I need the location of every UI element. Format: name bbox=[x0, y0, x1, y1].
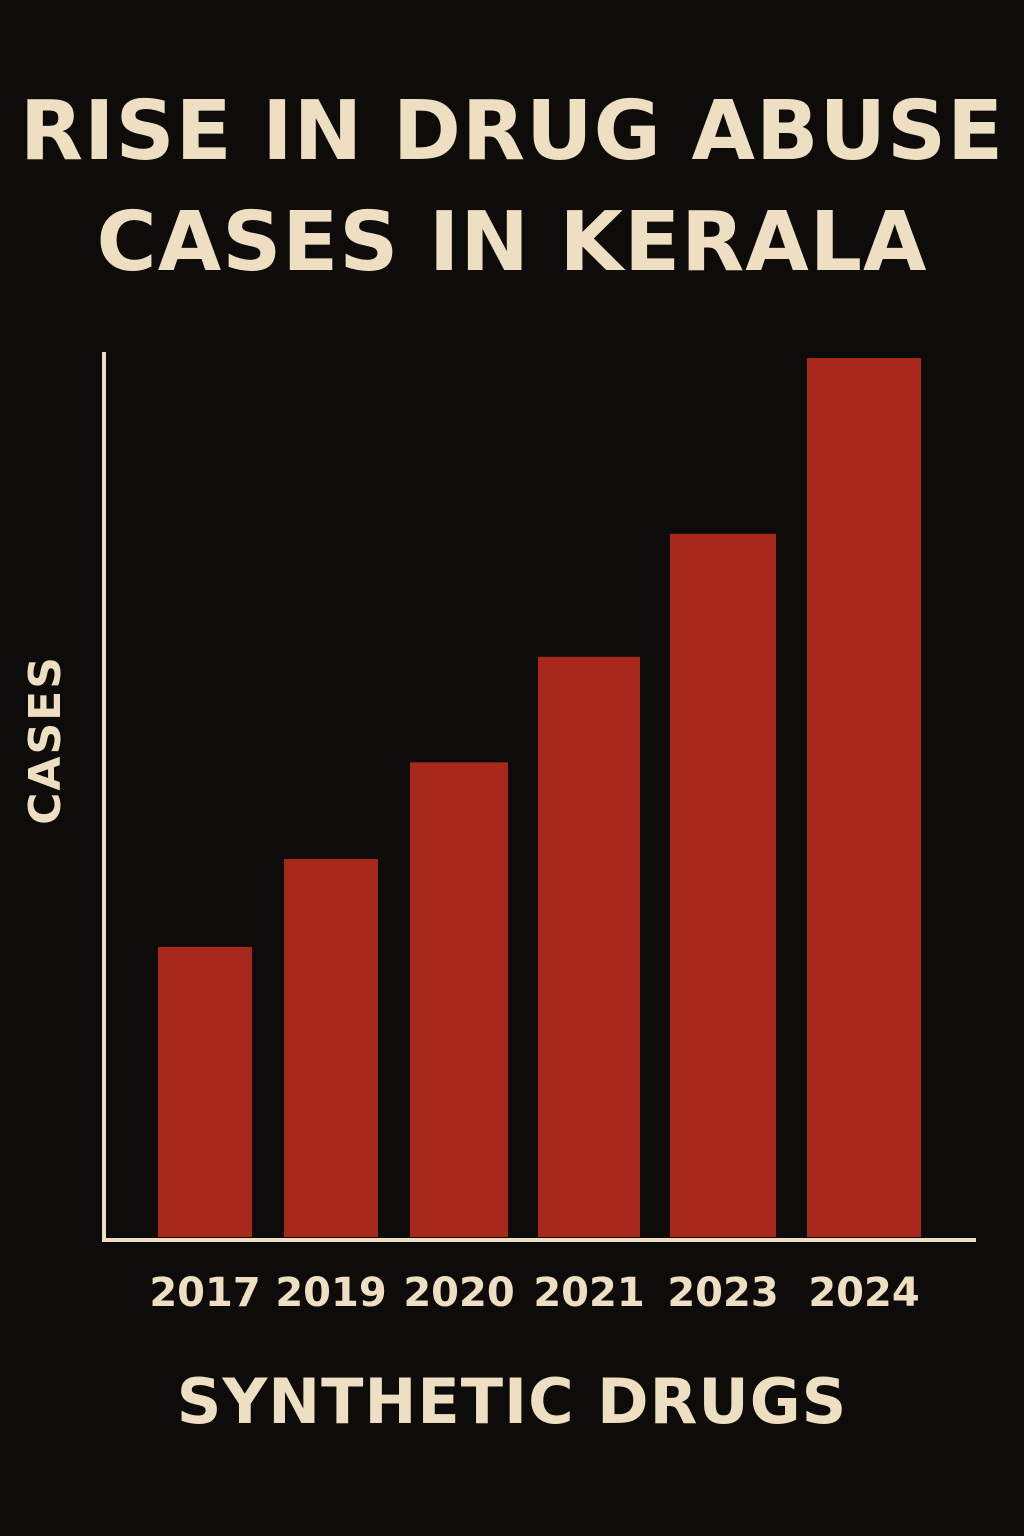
x-tick-label-2024: 2024 bbox=[808, 1270, 919, 1316]
bar-2020 bbox=[410, 762, 508, 1237]
bars-group bbox=[158, 358, 921, 1237]
x-tick-label-2021: 2021 bbox=[533, 1270, 644, 1316]
bar-2019 bbox=[284, 859, 378, 1237]
bar-2017 bbox=[158, 946, 252, 1237]
bar-2023 bbox=[670, 533, 776, 1237]
y-axis-label: CASES bbox=[20, 655, 71, 825]
x-tick-label-2023: 2023 bbox=[667, 1270, 778, 1316]
bar-2024 bbox=[807, 358, 921, 1237]
x-tick-label-2017: 2017 bbox=[149, 1270, 260, 1316]
x-tick-labels-group: 2017 2019 2020 2021 2023 2024 bbox=[149, 1270, 919, 1316]
bar-2021 bbox=[538, 656, 640, 1237]
chart-title-line-1: RISE IN DRUG ABUSE bbox=[19, 84, 1005, 179]
x-axis-label: SYNTHETIC DRUGS bbox=[176, 1365, 848, 1438]
x-tick-label-2020: 2020 bbox=[403, 1270, 514, 1316]
x-tick-label-2019: 2019 bbox=[275, 1270, 386, 1316]
chart-title-line-2: CASES IN KERALA bbox=[96, 195, 928, 290]
